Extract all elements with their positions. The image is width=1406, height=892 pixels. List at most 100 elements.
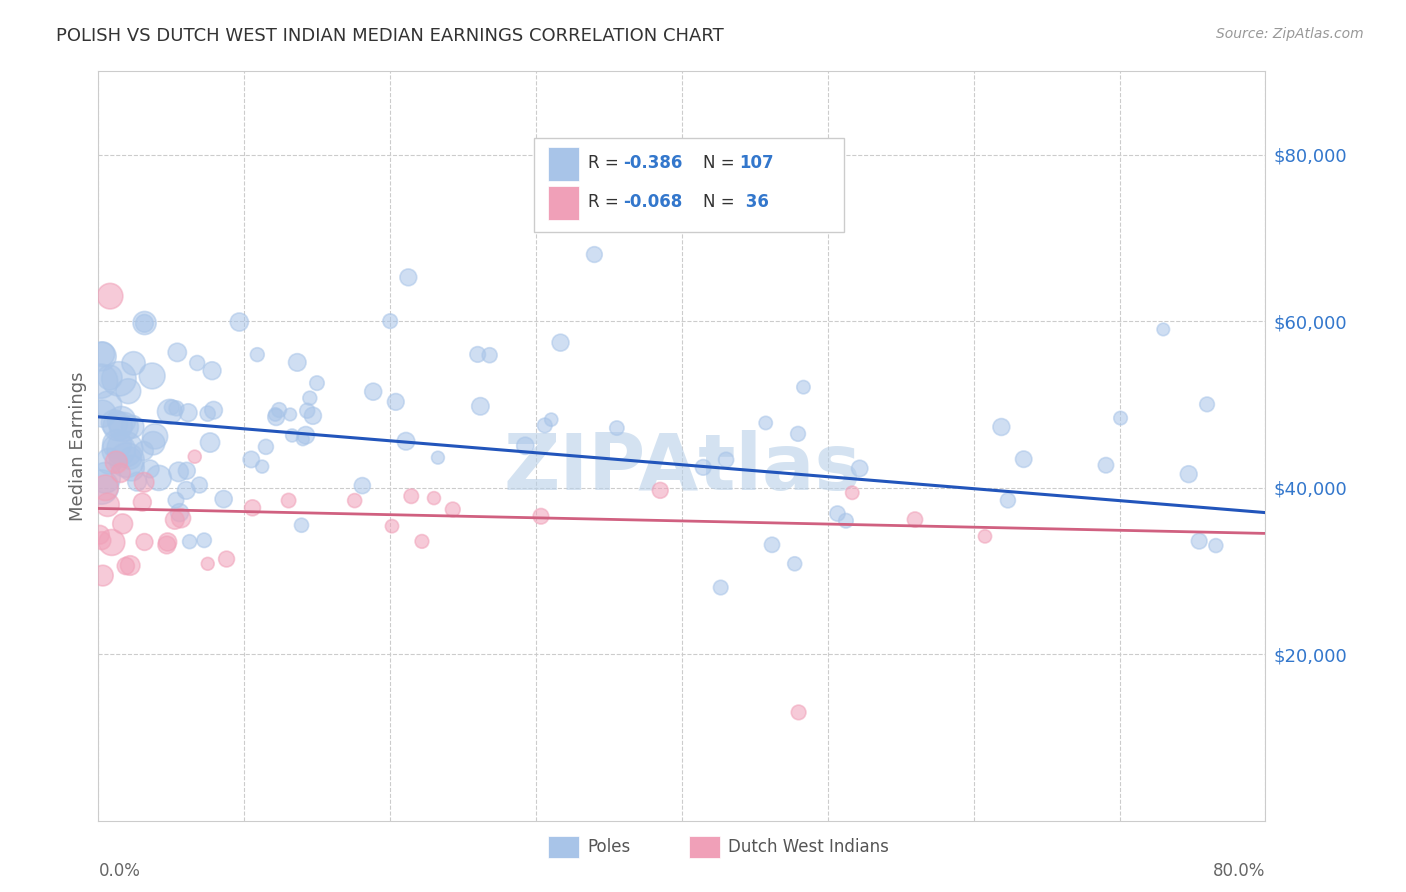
Point [156,535,179,549]
Point [107,443,129,458]
Point [120,558,142,573]
Point [242,500,264,515]
Point [115,453,138,467]
Text: N =: N = [703,194,740,211]
Point [606,421,628,435]
Point [134,316,156,330]
Point [426,450,449,465]
Point [170,511,193,525]
Point [254,440,277,454]
Point [134,316,156,330]
Point [165,401,187,416]
Text: ZIPAtlas: ZIPAtlas [503,431,860,507]
Point [1188,534,1211,549]
Point [297,403,319,417]
Point [291,432,314,446]
Point [787,706,810,720]
Point [285,355,308,369]
Point [380,314,402,328]
Y-axis label: Median Earnings: Median Earnings [69,371,87,521]
Point [139,462,162,476]
Point [305,376,328,390]
Point [835,514,858,528]
Point [197,557,219,571]
Point [110,466,132,480]
Point [193,533,215,548]
Point [385,395,408,409]
Point [202,403,225,417]
Point [90,533,112,548]
Point [1195,397,1218,411]
Point [186,356,208,370]
Point [90,350,112,364]
Point [198,435,221,450]
Point [103,416,125,430]
Point [264,408,287,422]
Point [120,461,142,475]
Point [246,348,269,362]
Point [156,538,179,552]
Point [131,495,153,509]
Point [612,206,634,220]
Point [121,420,143,434]
Point [904,512,927,526]
Point [761,538,783,552]
Point [169,506,191,520]
Text: N =: N = [703,154,740,172]
Point [117,384,139,399]
Point [97,498,120,512]
Point [974,529,997,543]
Point [212,492,235,507]
Text: 36: 36 [740,194,769,211]
Point [91,347,114,361]
Point [298,391,321,405]
Point [583,247,606,261]
Point [827,507,849,521]
Point [792,380,814,394]
Point [783,557,806,571]
Text: -0.068: -0.068 [623,194,682,211]
Point [148,471,170,485]
Point [112,420,135,434]
Point [184,450,207,464]
Point [277,493,299,508]
Point [423,491,446,505]
Point [188,478,211,492]
Text: 107: 107 [740,154,775,172]
Point [105,437,128,451]
Point [550,335,572,350]
Point [997,493,1019,508]
Point [290,518,312,533]
Text: R =: R = [588,194,624,211]
Point [1205,539,1227,553]
Point [141,368,163,383]
Point [174,483,197,498]
Text: POLISH VS DUTCH WEST INDIAN MEDIAN EARNINGS CORRELATION CHART: POLISH VS DUTCH WEST INDIAN MEDIAN EARNI… [56,27,724,45]
Point [114,442,136,457]
Point [132,475,155,490]
Point [264,410,287,425]
Point [650,483,672,498]
Point [90,374,112,388]
Point [160,401,183,415]
Point [97,398,120,412]
Point [98,370,121,384]
Point [302,409,325,423]
Point [692,460,714,475]
Point [215,552,238,566]
Point [101,535,124,549]
Point [714,452,737,467]
Point [1177,467,1199,482]
Point [108,372,131,386]
Point [89,528,111,542]
Point [201,364,224,378]
Point [269,403,291,417]
Point [848,461,870,475]
Point [396,270,419,285]
Point [755,416,778,430]
Point [143,429,166,443]
Point [530,509,553,524]
Point [120,451,142,466]
Point [110,413,132,427]
Point [361,384,384,399]
